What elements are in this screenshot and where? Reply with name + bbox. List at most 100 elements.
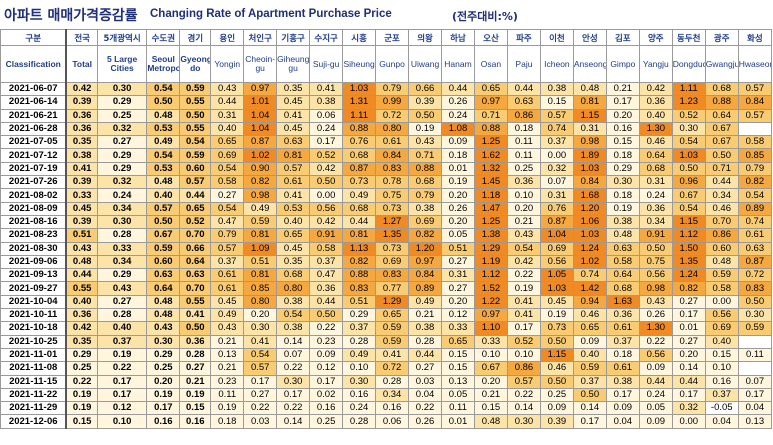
cell-suji-gu: 0.24 [309, 121, 344, 137]
cell-suji-gu: 0.17 [309, 135, 344, 150]
row-date: 2021-10-25 [0, 334, 67, 349]
cell-anseong: 1.06 [572, 214, 607, 230]
cell-hwaseong: 0.50 [737, 294, 773, 310]
cell-uiwang: 1.20 [408, 241, 443, 256]
cell-giheung-gu: 0.45 [276, 95, 311, 110]
cell-cheoin-gu: 0.98 [243, 188, 278, 203]
cell-total: 0.15 [65, 414, 98, 429]
cell-suji-gu: 0.22 [309, 321, 344, 336]
cell-total: 0.25 [65, 361, 98, 376]
cell-total: 0.36 [65, 108, 98, 123]
cell-cheoin-gu: 0.90 [243, 161, 278, 177]
cell-paju: 0.42 [506, 254, 541, 270]
cell-siheung: 0.68 [342, 148, 377, 163]
cell-uiwang: 0.39 [408, 95, 443, 110]
col-header-en-11: Uiwang [408, 45, 443, 83]
table-row: 2021-11-01 0.29 0.19 0.29 0.28 0.13 0.54 0.07 0.… [0, 347, 773, 363]
cell-uiwang: 0.50 [408, 108, 443, 123]
row-date: 2021-10-11 [0, 308, 67, 323]
cell-total: 0.44 [65, 268, 98, 283]
cell-anseong: 1.02 [572, 254, 607, 270]
cell-gimpo: 0.18 [605, 347, 640, 363]
cell-total: 0.42 [65, 81, 98, 97]
cell-osan: 0.97 [473, 308, 508, 323]
cell-siheung: 0.81 [342, 228, 377, 243]
cell-osan: 0.15 [473, 401, 508, 416]
cell-hwaseong [737, 121, 773, 137]
cell-gimpo: 0.16 [605, 121, 640, 137]
table-row: 2021-11-15 0.22 0.17 0.20 0.21 0.23 0.17 0.30 0.… [0, 374, 773, 389]
cell-seoul-metropolitan: 0.25 [146, 361, 181, 376]
cell-icheon: 0.38 [539, 81, 574, 97]
cell-anseong: 0.40 [572, 347, 607, 363]
cell-gyeonggi-do: 0.21 [179, 374, 212, 389]
cell-yangju: 0.56 [638, 347, 673, 363]
cell-5-large-cities: 0.22 [96, 361, 148, 376]
cell-icheon: 0.07 [539, 175, 574, 190]
cell-gyeonggi-do: 0.27 [179, 361, 212, 376]
cell-hanam: 1.08 [441, 121, 475, 137]
col-header-kr-16: 안성 [572, 29, 607, 46]
cell-gwangju: 0.68 [704, 81, 739, 97]
col-header-kr-0: 구분 [0, 29, 67, 46]
cell-giheung-gu: 0.80 [276, 281, 311, 296]
cell-yangju: 0.09 [638, 361, 673, 376]
cell-gwangju: 0.10 [704, 361, 739, 376]
cell-dongducheon: 0.82 [671, 281, 706, 296]
cell-5-large-cities: 0.28 [96, 228, 148, 243]
cell-suji-gu: 0.50 [309, 308, 344, 323]
cell-hwaseong: 0.72 [737, 268, 773, 283]
cell-cheoin-gu: 0.20 [243, 308, 278, 323]
cell-icheon: 1.03 [539, 281, 574, 296]
cell-suji-gu: 0.12 [309, 361, 344, 376]
cell-paju: 0.22 [506, 387, 541, 403]
cell-icheon: 0.87 [539, 214, 574, 230]
cell-yongin: 0.61 [210, 268, 245, 283]
cell-cheoin-gu: 1.04 [243, 108, 278, 123]
cell-giheung-gu: 0.81 [276, 148, 311, 163]
cell-siheung: 1.31 [342, 95, 377, 110]
cell-suji-gu: 0.06 [309, 108, 344, 123]
header-row-english: Classification Total 5 Large Cities Seoul M… [0, 45, 773, 83]
row-date: 2021-11-01 [0, 347, 67, 363]
cell-5-large-cities: 0.17 [96, 387, 148, 403]
cell-gimpo: 0.36 [605, 308, 640, 323]
col-header-en-9: Siheung [342, 45, 377, 83]
cell-total: 0.43 [65, 241, 98, 256]
cell-yangju: 1.30 [638, 121, 673, 137]
cell-yangju: 0.36 [638, 201, 673, 216]
table-row: 2021-08-09 0.45 0.34 0.57 0.65 0.54 0.49 0.53 0.… [0, 201, 773, 216]
cell-gwangju: 0.04 [704, 414, 739, 429]
cell-gimpo: 0.68 [605, 281, 640, 296]
cell-seoul-metropolitan: 0.53 [146, 161, 181, 177]
cell-seoul-metropolitan: 0.49 [146, 135, 181, 150]
cell-gwangju: 0.67 [704, 135, 739, 150]
cell-yangju: 0.09 [638, 414, 673, 429]
cell-osan: 0.20 [473, 374, 508, 389]
unit-label: (전주대비:%) [452, 10, 518, 23]
cell-gyeonggi-do: 0.60 [179, 161, 212, 177]
cell-osan: 1.10 [473, 321, 508, 336]
cell-suji-gu: 0.36 [309, 281, 344, 296]
cell-cheoin-gu: 0.22 [243, 401, 278, 416]
cell-hanam: 0.12 [441, 308, 475, 323]
cell-osan: 0.48 [473, 414, 508, 429]
cell-gimpo: 0.38 [605, 374, 640, 389]
cell-suji-gu: 0.56 [309, 201, 344, 216]
cell-anseong: 0.98 [572, 135, 607, 150]
cell-cheoin-gu: 1.09 [243, 241, 278, 256]
cell-uiwang: 0.28 [408, 334, 443, 349]
cell-yangju: 0.36 [638, 95, 673, 110]
cell-osan: 0.10 [473, 347, 508, 363]
cell-osan: 1.12 [473, 268, 508, 283]
cell-total: 0.39 [65, 175, 98, 190]
cell-siheung: 0.37 [342, 321, 377, 336]
cell-total: 0.45 [65, 201, 98, 216]
cell-dongducheon: 0.52 [671, 108, 706, 123]
cell-hwaseong: 0.04 [737, 401, 773, 416]
cell-gyeonggi-do: 0.64 [179, 254, 212, 270]
cell-gunpo: 0.79 [375, 81, 410, 97]
cell-gunpo: 0.73 [375, 201, 410, 216]
cell-siheung: 0.49 [342, 347, 377, 363]
row-date: 2021-07-12 [0, 148, 67, 163]
